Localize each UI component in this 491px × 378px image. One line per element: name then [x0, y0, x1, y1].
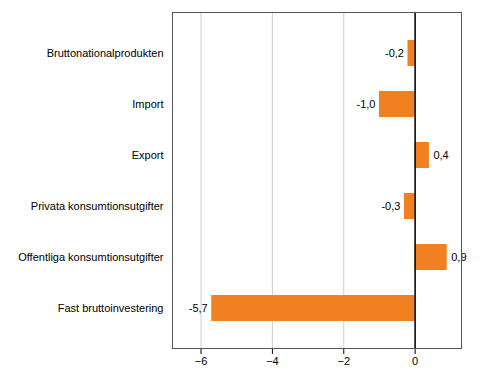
svg-text:Import: Import: [132, 98, 163, 110]
svg-text:Export: Export: [132, 149, 164, 161]
svg-text:Privata konsumtionsutgifter: Privata konsumtionsutgifter: [31, 200, 164, 212]
svg-text:Fast bruttoinvestering: Fast bruttoinvestering: [58, 302, 164, 314]
svg-text:0,4: 0,4: [433, 149, 448, 161]
svg-text:0,9: 0,9: [451, 251, 466, 263]
svg-text:−2: −2: [337, 355, 350, 367]
svg-text:−4: −4: [266, 355, 279, 367]
svg-text:-0,3: -0,3: [381, 200, 400, 212]
svg-text:-5,7: -5,7: [189, 302, 208, 314]
svg-text:−6: −6: [195, 355, 208, 367]
svg-text:Bruttonationalprodukten: Bruttonationalprodukten: [47, 47, 164, 59]
svg-text:0: 0: [412, 355, 418, 367]
svg-text:-0,2: -0,2: [385, 47, 404, 59]
svg-text:Offentliga konsumtionsutgifter: Offentliga konsumtionsutgifter: [18, 251, 164, 263]
svg-text:-1,0: -1,0: [356, 98, 375, 110]
